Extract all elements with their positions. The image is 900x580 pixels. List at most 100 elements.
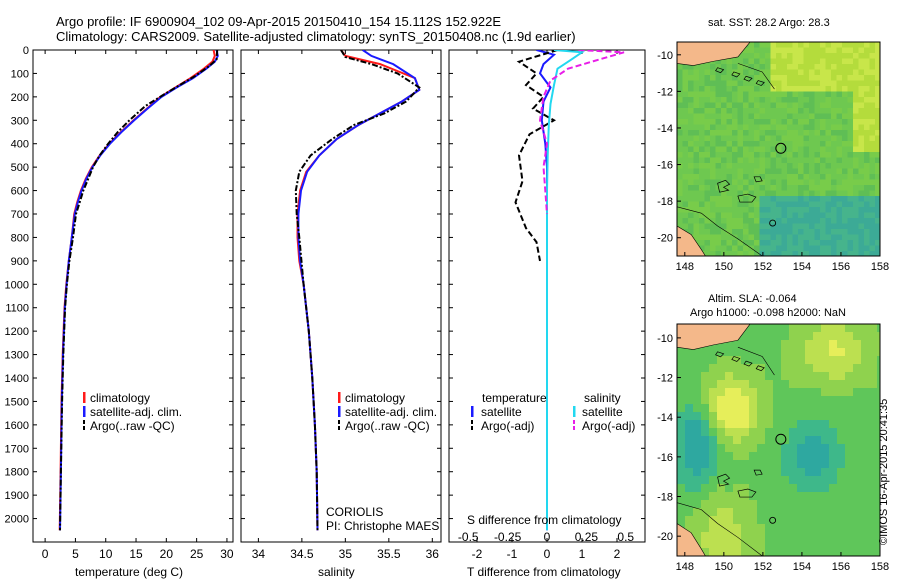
map-cell — [875, 163, 880, 169]
map-cell — [853, 64, 859, 70]
map-cell — [789, 396, 798, 405]
y-tick-label: -12 — [657, 86, 673, 98]
map-cell — [770, 97, 777, 103]
map-cell — [726, 69, 733, 76]
map-cell — [732, 185, 738, 191]
map-cell — [825, 223, 832, 230]
map-cell — [757, 548, 766, 556]
map-cell — [877, 484, 880, 493]
map-cell — [765, 113, 771, 120]
map-cell — [781, 348, 790, 357]
map-cell — [869, 460, 878, 469]
map-cell — [813, 476, 822, 485]
map-cell — [875, 47, 880, 54]
map-cell — [743, 240, 749, 246]
map-cell — [709, 388, 718, 397]
map-cell — [725, 364, 734, 373]
map-cell — [732, 179, 738, 186]
map-cell — [721, 97, 727, 103]
map-cell — [701, 356, 710, 365]
map-cell — [781, 388, 790, 397]
map-cell — [754, 218, 760, 224]
map-cell — [831, 157, 837, 164]
y-tick-label: 1800 — [5, 467, 29, 479]
map-cell — [805, 324, 814, 333]
map-cell — [685, 436, 694, 445]
map-cell — [809, 207, 815, 213]
map-cell — [704, 130, 711, 136]
map-cell — [717, 372, 726, 381]
map-cell — [853, 174, 859, 180]
map-cell — [748, 42, 755, 48]
map-cell — [765, 245, 771, 252]
map-cell — [814, 245, 821, 252]
map-cell — [858, 69, 865, 76]
y-tick-label: 900 — [11, 256, 29, 268]
map-cell — [682, 146, 689, 153]
temperature-plot-frame — [32, 49, 234, 543]
map-cell — [759, 91, 766, 98]
map-cell — [709, 356, 718, 365]
map-cell — [773, 324, 782, 333]
map-cell — [781, 58, 788, 65]
map-cell — [715, 113, 722, 120]
map-cell — [721, 69, 727, 76]
map-cell — [829, 548, 838, 556]
map-cell — [837, 468, 846, 477]
map-cell — [836, 168, 843, 175]
map-cell — [789, 476, 798, 485]
map-cell — [710, 108, 716, 114]
map-cell — [792, 141, 799, 147]
map-cell — [725, 500, 734, 509]
map-cell — [820, 108, 826, 114]
map-cell — [781, 380, 790, 389]
map-cell — [820, 141, 826, 147]
map-cell — [693, 484, 702, 493]
map-cell — [805, 532, 814, 541]
map-cell — [789, 532, 798, 541]
map-cell — [864, 212, 870, 219]
map-cell — [757, 444, 766, 453]
map-cell — [792, 135, 799, 142]
map-cell — [809, 141, 815, 147]
map-cell — [726, 201, 733, 208]
map-cell — [688, 130, 694, 136]
map-cell — [710, 207, 716, 213]
map-cell — [677, 492, 686, 501]
map-cell — [715, 75, 722, 81]
temperature-profiles — [58, 50, 219, 531]
map-cell — [875, 179, 880, 186]
map-cell — [765, 396, 774, 405]
map-cell — [721, 185, 727, 191]
map-cell — [792, 80, 799, 87]
map-cell — [861, 412, 870, 421]
map-cell — [798, 97, 804, 103]
map-cell — [776, 245, 782, 252]
map-cell — [803, 58, 810, 65]
map-cell — [704, 75, 711, 81]
map-cell — [704, 218, 711, 224]
map-cell — [864, 146, 870, 153]
map-cell — [820, 251, 826, 256]
map-cell — [688, 229, 694, 235]
map-cell — [836, 223, 843, 230]
map-cell — [869, 444, 878, 453]
map-cell — [725, 548, 734, 556]
map-cell — [677, 484, 686, 493]
map-cell — [737, 163, 744, 169]
map-cell — [792, 179, 799, 186]
map-cell — [842, 102, 848, 109]
map-cell — [861, 484, 870, 493]
map-cell — [715, 130, 722, 136]
map-cell — [732, 97, 738, 103]
map-cell — [781, 356, 790, 365]
map-cell — [798, 75, 804, 81]
map-cell — [677, 380, 686, 389]
map-cell — [677, 476, 686, 485]
map-cell — [717, 428, 726, 437]
map-cell — [757, 452, 766, 461]
map-cell — [721, 212, 727, 219]
map-cell — [701, 420, 710, 429]
map-cell — [741, 388, 750, 397]
map-cell — [682, 64, 689, 70]
